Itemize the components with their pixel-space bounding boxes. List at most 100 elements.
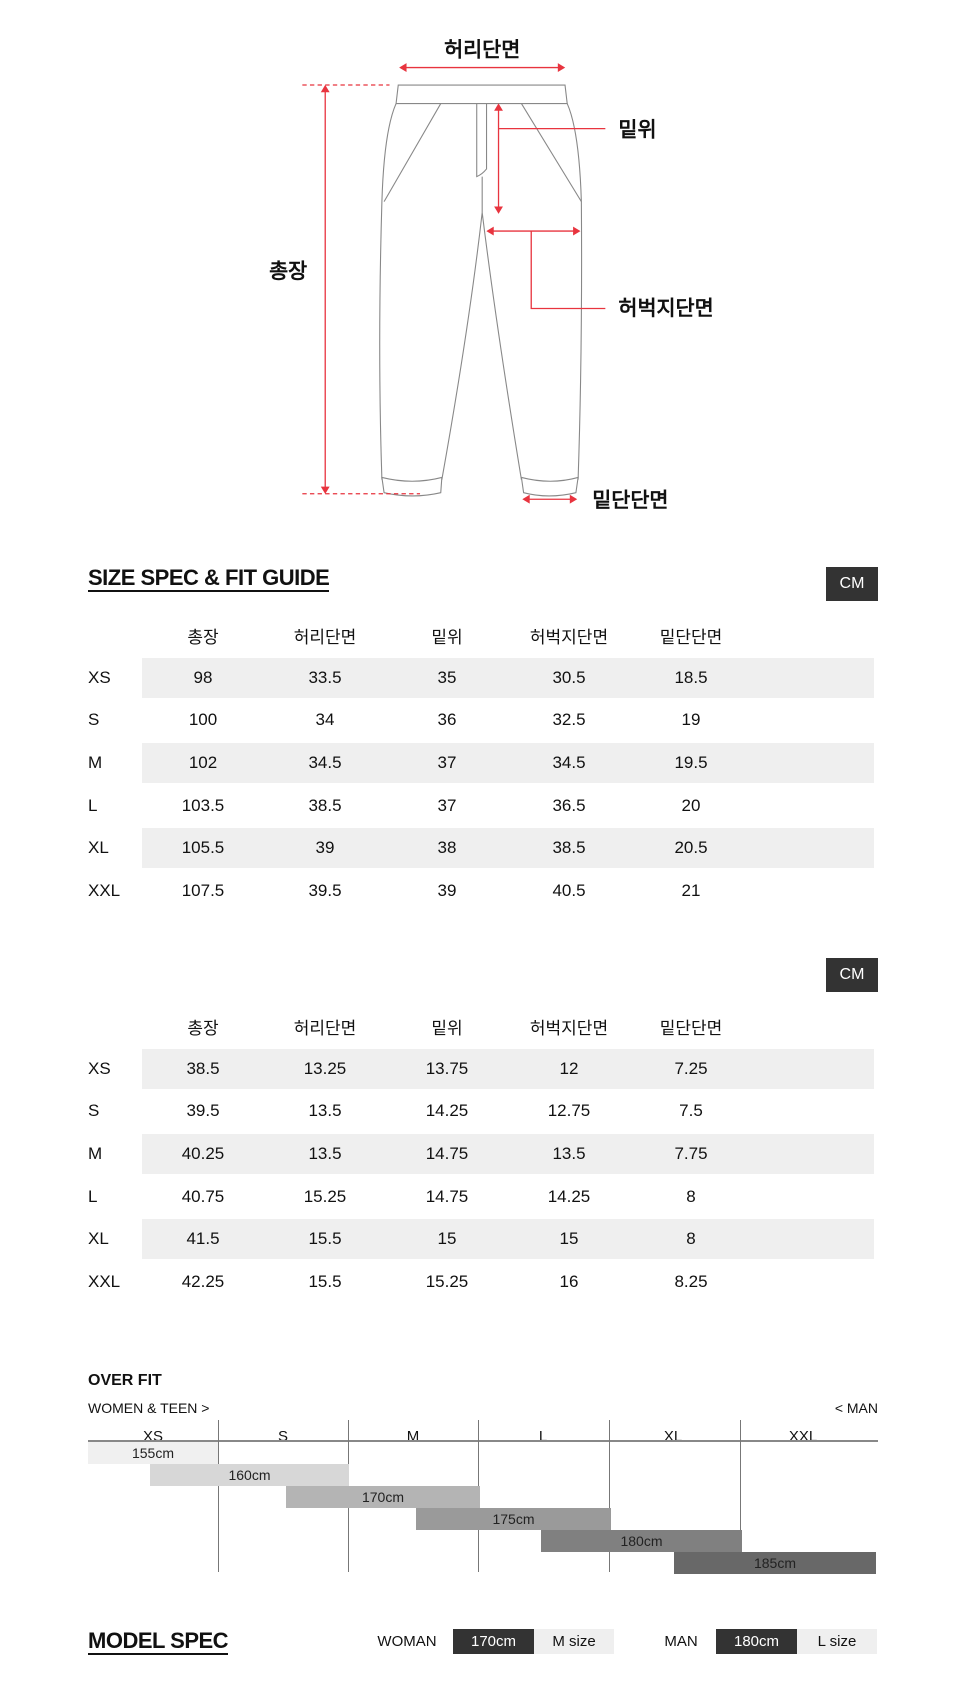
- table-cell: 36.5: [552, 795, 586, 815]
- fit-divider: [609, 1420, 610, 1572]
- model-spec-title: MODEL SPEC: [88, 1628, 229, 1655]
- column-header: 허벅지단면: [529, 1018, 609, 1038]
- table-cell-empty: [752, 827, 874, 868]
- label-rise: 밑위: [618, 117, 656, 141]
- size-label: L: [88, 795, 98, 815]
- table-cell: 15: [508, 1218, 630, 1259]
- women-teen-label: WOMEN & TEEN >: [88, 1400, 210, 1416]
- table-cell: 37: [386, 742, 508, 783]
- table-cell: 12.75: [547, 1101, 591, 1121]
- man-label: < MAN: [834, 1400, 878, 1416]
- table-cell: 8: [630, 1218, 752, 1259]
- table-cell: 21: [681, 880, 701, 900]
- table-cell-empty: [752, 870, 874, 913]
- fly: [476, 103, 488, 213]
- table-cell: 105.5: [142, 827, 264, 868]
- fit-divider: [740, 1420, 741, 1572]
- table-row: L 103.5 38.5 37 36.5 20: [88, 784, 878, 827]
- size-label: S: [88, 710, 100, 730]
- size-label: XS: [88, 1058, 111, 1078]
- man-label: MAN: [664, 1633, 698, 1650]
- column-header: 총장: [187, 627, 219, 647]
- table-cell: 14.75: [386, 1133, 508, 1174]
- table-cell-empty: [752, 699, 874, 742]
- column-header: 밑단단면: [659, 1018, 723, 1038]
- pants-measurement-diagram: 허리단면 총장 밑위 허벅지단면 밑단단면: [269, 38, 714, 512]
- table-cell: 100: [188, 710, 218, 730]
- right-cuff: [520, 476, 579, 497]
- table-row: M 102 34.5 37 34.5 19.5: [88, 742, 878, 785]
- table-cell-empty: [752, 657, 874, 698]
- unit-badge: CM: [826, 567, 878, 601]
- size-label: M: [88, 753, 103, 773]
- table-row: XXL 107.5 39.5 39 40.5 21: [88, 870, 878, 913]
- size-table-2: 총장 허리단면 밑위 허벅지단면 밑단단면 XS 38.5 13.25 13.75 12 7.25 S…: [88, 1005, 878, 1303]
- size-label: XXL: [88, 1271, 121, 1291]
- table-header: 총장 허리단면 밑위 허벅지단면 밑단단면: [88, 1005, 878, 1048]
- size-label: XL: [88, 838, 109, 858]
- fit-height-bar: 175cm: [416, 1508, 611, 1530]
- table-cell: 13.75: [386, 1048, 508, 1089]
- table-cell-empty: [752, 742, 874, 783]
- table-row: M 40.25 13.5 14.75 13.5 7.75: [88, 1133, 878, 1176]
- unit-badge-2: CM: [826, 958, 878, 992]
- table-row: XXL 42.25 15.5 15.25 16 8.25: [88, 1261, 878, 1304]
- table-cell: 20.5: [630, 827, 752, 868]
- table-cell-empty: [752, 784, 874, 827]
- table-cell: 38.5: [308, 795, 342, 815]
- table-cell: 102: [142, 742, 264, 783]
- table-cell: 36: [437, 710, 457, 730]
- fit-size-label: XXL: [788, 1428, 818, 1445]
- fit-title: OVER FIT: [88, 1372, 162, 1389]
- table-cell: 42.25: [181, 1271, 225, 1291]
- fit-header-line: [88, 1440, 878, 1442]
- label-waist: 허리단면: [444, 38, 520, 62]
- table-cell: 38.5: [508, 827, 630, 868]
- table-cell: 14.25: [425, 1101, 469, 1121]
- size-label: XS: [88, 667, 111, 687]
- table-cell-empty: [752, 1048, 874, 1089]
- label-thigh: 허벅지단면: [618, 296, 713, 320]
- table-cell: 30.5: [508, 657, 630, 698]
- fit-height-bar: 160cm: [150, 1464, 349, 1486]
- table-cell: 15.5: [264, 1218, 386, 1259]
- table-cell: 38.5: [142, 1048, 264, 1089]
- fit-guide: OVER FIT WOMEN & TEEN > < MAN XS S M L XL XXL…: [88, 1372, 878, 1574]
- table-cell: 32.5: [552, 710, 586, 730]
- table-cell: 40.75: [181, 1186, 225, 1206]
- label-hem: 밑단단면: [592, 488, 668, 512]
- man-size: L size: [797, 1629, 877, 1654]
- woman-label: WOMAN: [377, 1633, 437, 1650]
- table-cell-empty: [752, 1218, 874, 1259]
- size-table-1: 총장 허리단면 밑위 허벅지단면 밑단단면 XS 98 33.5 35 30.5 18.5 S 100 3…: [88, 614, 878, 912]
- table-cell-empty: [752, 1175, 874, 1218]
- table-cell: 19: [681, 710, 701, 730]
- table-cell: 14.25: [547, 1186, 591, 1206]
- fit-height-bar: 155cm: [88, 1442, 218, 1464]
- fit-size-label: XL: [663, 1428, 683, 1445]
- table-cell: 33.5: [264, 657, 386, 698]
- table-cell: 35: [386, 657, 508, 698]
- table-cell: 98: [142, 657, 264, 698]
- table-cell: 8.25: [674, 1271, 708, 1291]
- table-cell: 8: [686, 1186, 696, 1206]
- man-height: 180cm: [716, 1629, 797, 1654]
- table-cell: 7.25: [630, 1048, 752, 1089]
- table-cell: 15.5: [308, 1271, 342, 1291]
- size-label: S: [88, 1101, 100, 1121]
- size-label: XXL: [88, 880, 121, 900]
- table-cell-empty: [752, 1090, 874, 1133]
- table-row: S 39.5 13.5 14.25 12.75 7.5: [88, 1090, 878, 1133]
- table-cell: 7.5: [679, 1101, 703, 1121]
- table-row: XS 38.5 13.25 13.75 12 7.25: [88, 1048, 878, 1091]
- table-cell: 34.5: [508, 742, 630, 783]
- table-cell: 34.5: [264, 742, 386, 783]
- woman-size: M size: [534, 1629, 614, 1654]
- size-label: XL: [88, 1229, 109, 1249]
- table-cell: 40.5: [552, 880, 586, 900]
- table-cell: 107.5: [181, 880, 225, 900]
- fit-size-label: L: [538, 1428, 548, 1445]
- fit-height-bar: 170cm: [286, 1486, 480, 1508]
- fit-size-label: S: [277, 1428, 288, 1445]
- table-cell: 40.25: [142, 1133, 264, 1174]
